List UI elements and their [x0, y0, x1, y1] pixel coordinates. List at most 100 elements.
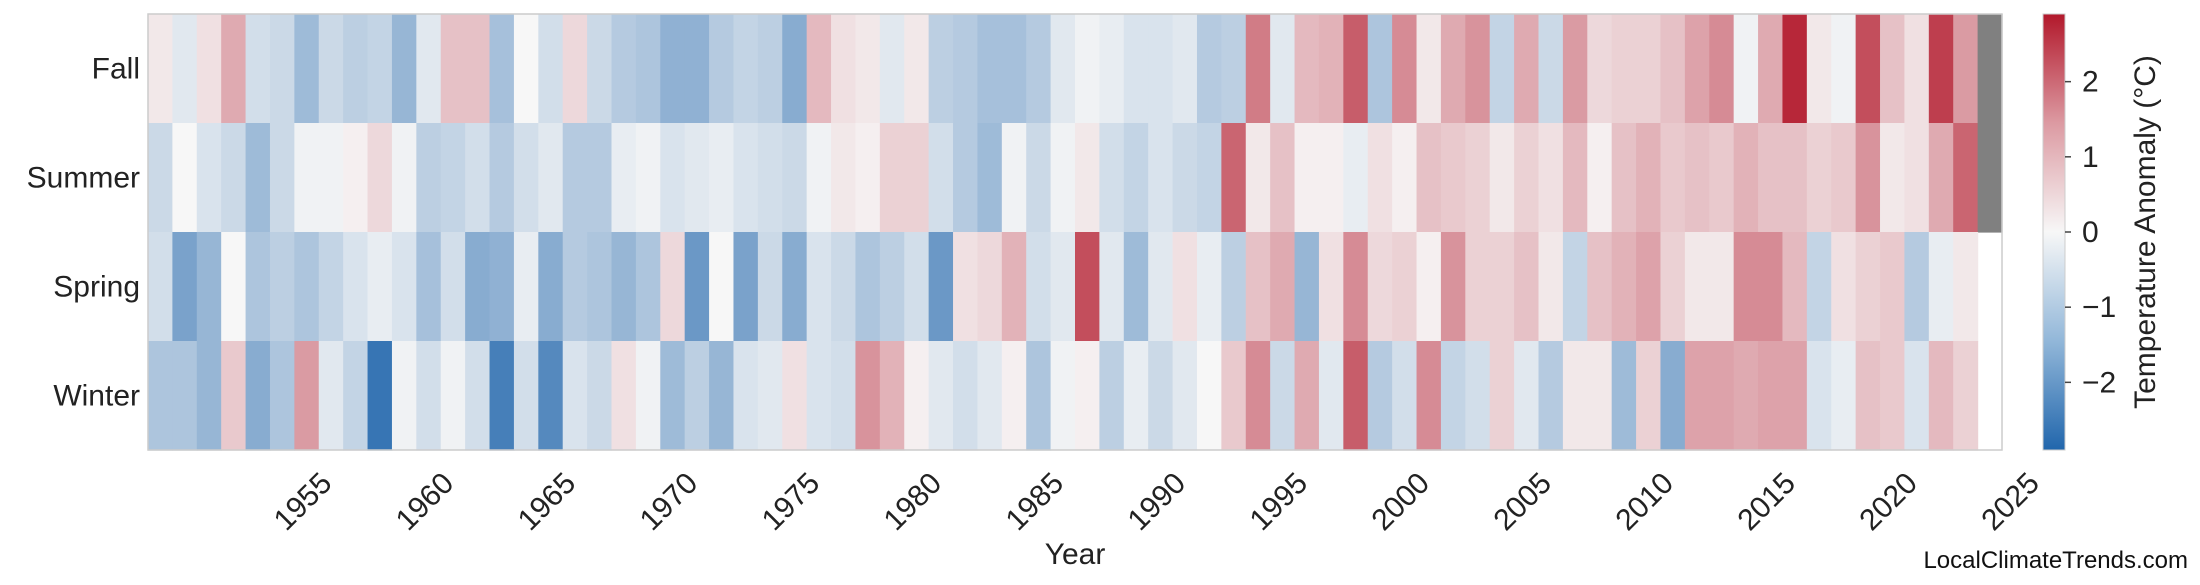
heatmap-cell — [1245, 123, 1271, 233]
heatmap-cell — [1196, 123, 1222, 233]
heatmap-cell — [1026, 14, 1052, 124]
heatmap-cell — [831, 232, 857, 342]
heatmap-cell — [757, 232, 783, 342]
heatmap-cell — [1733, 123, 1759, 233]
heatmap-cell — [1514, 14, 1540, 124]
heatmap-cell — [1318, 341, 1344, 451]
heatmap-cell — [1855, 232, 1881, 342]
heatmap-cell — [1050, 232, 1076, 342]
heatmap-cell — [733, 232, 759, 342]
heatmap-cell — [269, 14, 295, 124]
x-tick-label: 1960 — [390, 467, 461, 538]
heatmap-cell — [1636, 14, 1662, 124]
heatmap-cell — [343, 232, 369, 342]
heatmap-cell — [806, 232, 832, 342]
heatmap-cell — [1172, 232, 1198, 342]
heatmap-cell — [1709, 232, 1735, 342]
heatmap-cell — [562, 123, 588, 233]
heatmap-cell — [148, 123, 173, 233]
heatmap-cell — [1758, 341, 1784, 451]
heatmap-cell — [1782, 232, 1808, 342]
heatmap-cell — [1221, 14, 1247, 124]
row-labels: Fall Summer Spring Winter — [27, 53, 140, 413]
heatmap-cell — [1489, 341, 1515, 451]
heatmap-cell — [1050, 123, 1076, 233]
heatmap-cell — [1538, 14, 1564, 124]
heatmap-cell — [1806, 341, 1832, 451]
heatmap-cell — [1831, 341, 1857, 451]
heatmap-cell — [1611, 341, 1637, 451]
heatmap-cell — [562, 341, 588, 451]
heatmap-cell — [1636, 232, 1662, 342]
heatmap-cell — [1392, 341, 1418, 451]
heatmap-cell — [489, 123, 515, 233]
heatmap-cell — [1953, 14, 1979, 124]
heatmap-cell — [1245, 341, 1271, 451]
heatmap-cell — [440, 14, 466, 124]
heatmap-cell — [1245, 232, 1271, 342]
heatmap-cell — [1684, 341, 1710, 451]
x-tick-label: 1975 — [756, 467, 827, 538]
heatmap-cell — [1123, 123, 1149, 233]
heatmap-cell — [1562, 232, 1588, 342]
heatmap-cell — [1123, 341, 1149, 451]
heatmap-cell — [1660, 341, 1686, 451]
heatmap-cell — [684, 341, 710, 451]
x-tick-label: 1995 — [1244, 467, 1315, 538]
heatmap-cell — [513, 232, 539, 342]
heatmap-cell — [1587, 341, 1613, 451]
heatmap-cell — [1294, 123, 1320, 233]
heatmap-cell — [1880, 123, 1906, 233]
heatmap-cell — [1148, 232, 1174, 342]
heatmap-cell — [245, 232, 271, 342]
heatmap-cell — [635, 14, 661, 124]
heatmap-cell — [1318, 123, 1344, 233]
heatmap-cell — [1367, 14, 1393, 124]
heatmap-cell — [1123, 232, 1149, 342]
heatmap-cell — [196, 14, 222, 124]
heatmap-cell — [318, 232, 344, 342]
colorbar-label: Temperature Anomaly (°C) — [2129, 55, 2162, 409]
heatmap-cell — [1026, 123, 1052, 233]
heatmap-cell — [1782, 123, 1808, 233]
heatmap-cell — [1001, 14, 1027, 124]
heatmap-cell — [294, 341, 320, 451]
heatmap-cell — [221, 232, 247, 342]
heatmap-cell — [635, 123, 661, 233]
heatmap-cell — [635, 232, 661, 342]
heatmap-cell — [1026, 232, 1052, 342]
heatmap-cell — [513, 123, 539, 233]
heatmap-cell — [245, 341, 271, 451]
heatmap-cell — [977, 14, 1003, 124]
heatmap-cell — [465, 14, 491, 124]
heatmap-cell — [1782, 14, 1808, 124]
heatmap-cell — [1953, 123, 1979, 233]
x-axis-ticks: 1955 1960 1965 1970 1975 1980 1985 1990 1995 2000… — [268, 467, 2046, 538]
heatmap-cell — [1684, 14, 1710, 124]
heatmap-cell — [391, 123, 417, 233]
heatmap-cell — [928, 14, 954, 124]
heatmap-cell — [1733, 341, 1759, 451]
heatmap-cell — [1880, 232, 1906, 342]
colorbar — [2042, 13, 2066, 451]
heatmap-cell — [904, 14, 930, 124]
heatmap-cell — [953, 123, 979, 233]
heatmap-cell — [1050, 341, 1076, 451]
heatmap-cell — [1587, 123, 1613, 233]
heatmap-cell — [1538, 341, 1564, 451]
heatmap-cell — [416, 341, 442, 451]
heatmap-cell — [294, 123, 320, 233]
heatmap-cell — [660, 341, 686, 451]
heatmap-cell — [953, 232, 979, 342]
heatmap-cell — [1196, 232, 1222, 342]
heatmap-cell — [709, 123, 735, 233]
heatmap-cell — [489, 14, 515, 124]
heatmap-cell — [1075, 123, 1100, 233]
row-label: Winter — [53, 380, 140, 413]
heatmap-cell — [148, 341, 173, 451]
heatmap-cell — [709, 14, 735, 124]
heatmap-cell — [1880, 341, 1906, 451]
heatmap-cell — [538, 14, 564, 124]
heatmap-cell — [1318, 14, 1344, 124]
heatmap-cell — [611, 123, 637, 233]
